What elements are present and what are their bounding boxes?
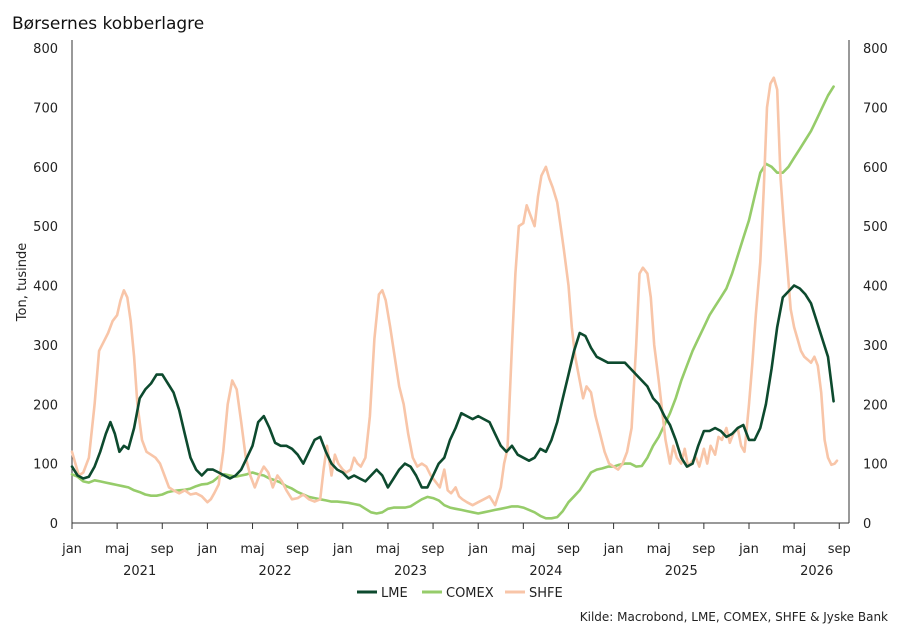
year-label: 2021 — [123, 564, 156, 579]
x-tick-label: sep — [151, 542, 174, 557]
year-labels: 2021 2022 2023 2024 2025 2026 — [123, 564, 833, 579]
year-label: 2024 — [529, 564, 562, 579]
y-tick-label-left: 100 — [33, 458, 58, 473]
x-ticks: jan maj sep jan maj sep jan maj sep jan maj sep jan m… — [61, 523, 851, 557]
y-tick-label-left: 0 — [50, 517, 58, 532]
y-tick-label-left: 300 — [33, 339, 58, 354]
y-tick-label-right: 0 — [863, 517, 871, 532]
series-line-shfe — [70, 76, 839, 507]
y-axis-label: Ton, tusinde — [15, 243, 30, 322]
y-tick-label-right: 300 — [863, 339, 888, 354]
y-tick-label-right: 700 — [863, 101, 888, 116]
x-tick-label: sep — [557, 542, 580, 557]
year-label: 2022 — [259, 564, 292, 579]
series-line-comex — [70, 85, 835, 520]
x-tick-label: maj — [647, 542, 671, 557]
legend: LME COMEX SHFE — [357, 586, 563, 601]
x-tick-label: jan — [467, 542, 488, 557]
y-tick-label-right: 200 — [863, 398, 888, 413]
x-tick-label: maj — [240, 542, 264, 557]
legend-label-lme: LME — [381, 586, 408, 601]
y-tick-label-right: 600 — [863, 161, 888, 176]
x-tick-label: jan — [196, 542, 217, 557]
x-tick-label: jan — [738, 542, 759, 557]
x-tick-label: maj — [105, 542, 129, 557]
axes — [71, 40, 850, 524]
y-ticks-left: 0 100 200 300 400 500 600 700 800 — [33, 42, 58, 532]
x-tick-label: maj — [782, 542, 806, 557]
x-tick-label: sep — [692, 542, 715, 557]
y-tick-label-right: 800 — [863, 42, 888, 57]
legend-label-shfe: SHFE — [529, 586, 563, 601]
y-tick-label-left: 600 — [33, 161, 58, 176]
x-tick-label: maj — [511, 542, 535, 557]
year-label: 2026 — [800, 564, 833, 579]
chart-title: Børsernes kobberlagre — [12, 14, 204, 34]
series-line-lme — [70, 284, 835, 489]
year-label: 2023 — [394, 564, 427, 579]
y-tick-label-right: 400 — [863, 280, 888, 295]
y-tick-label-left: 700 — [33, 101, 58, 116]
y-ticks-right: 0 100 200 300 400 500 600 700 800 — [863, 42, 888, 532]
y-tick-label-left: 800 — [33, 42, 58, 57]
legend-label-comex: COMEX — [446, 586, 494, 601]
y-tick-label-right: 500 — [863, 220, 888, 235]
x-tick-label: jan — [332, 542, 353, 557]
series-lines — [70, 76, 839, 520]
y-tick-label-left: 200 — [33, 398, 58, 413]
x-tick-label: jan — [61, 542, 82, 557]
y-tick-label-left: 500 — [33, 220, 58, 235]
year-label: 2025 — [665, 564, 698, 579]
source-note: Kilde: Macrobond, LME, COMEX, SHFE & Jys… — [580, 610, 888, 624]
y-tick-label-right: 100 — [863, 458, 888, 473]
x-tick-label: sep — [828, 542, 851, 557]
x-tick-label: jan — [603, 542, 624, 557]
x-tick-label: maj — [376, 542, 400, 557]
y-tick-label-left: 400 — [33, 280, 58, 295]
x-tick-label: sep — [286, 542, 309, 557]
x-tick-label: sep — [422, 542, 445, 557]
